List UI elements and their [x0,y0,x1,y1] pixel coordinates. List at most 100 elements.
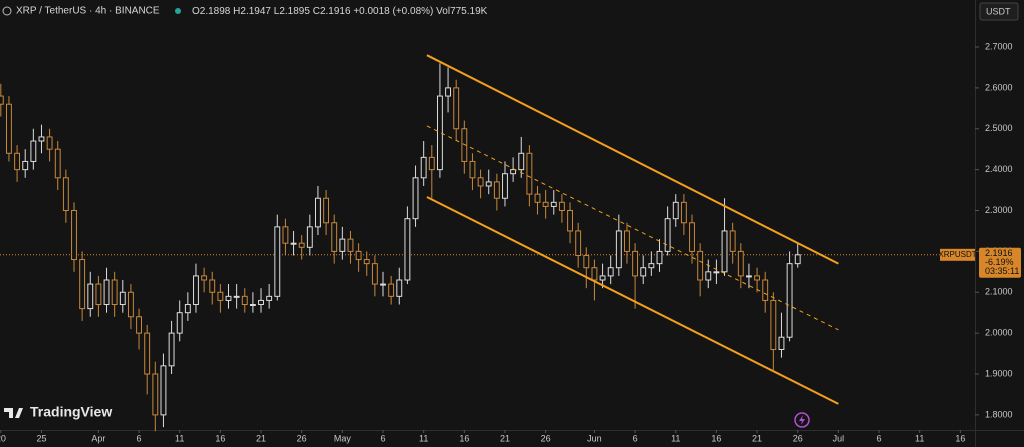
candle-body [54,148,61,179]
symbol-icon [2,6,12,16]
candle-body [542,201,549,207]
x-tick-label: 21 [500,433,510,443]
candle-body [79,259,86,310]
candle-body [282,226,289,244]
candle-body [754,275,761,281]
currency-button[interactable] [979,2,1019,21]
candle-body [526,152,533,195]
candle-body [737,250,744,277]
x-tick-label: Jul [833,433,845,443]
x-tick-label: 6 [877,433,882,443]
candle-body [640,267,647,277]
candle-body [624,230,630,252]
currency[interactable]: USDT [986,6,1011,16]
candle-body [87,283,94,310]
candle-body [184,304,191,314]
close-value: 2.1916 [320,6,351,17]
candle-body [6,103,12,154]
candle-body [550,201,557,207]
candle-body [648,263,655,269]
y-tick-label: 1.9000 [985,368,1013,378]
candle-body [331,222,338,252]
y-tick-label: 2.1000 [985,287,1013,297]
candle-body [713,271,720,274]
candle-body [22,160,29,171]
x-tick-label: 25 [36,433,46,443]
candle-body [62,177,69,212]
alert-icon[interactable] [794,412,810,428]
x-tick-label: Jun [587,433,602,443]
candle-body [46,136,53,150]
change: +0.0018 (+0.08%) [353,6,433,17]
candle-body [127,291,134,318]
close-label: C [313,6,320,17]
y-tick-label: 2.3000 [985,205,1013,215]
candle-body [71,210,77,261]
candle-body [0,95,4,105]
logo-icon [4,408,23,418]
candle-body [656,250,663,265]
candle-body [558,201,565,212]
candle-body [111,279,118,306]
price-tag-price: 2.1916 [985,248,1013,258]
candle-body [428,156,435,171]
candle-body [510,169,517,175]
candle-body [477,177,484,187]
x-tick-label: 26 [297,433,307,443]
candle-body [119,291,126,306]
candle-body [14,152,21,171]
candle-body [680,201,687,224]
candle-body [103,279,110,306]
plot-area [0,54,975,432]
x-tick-label: 20 [0,433,6,443]
candle-body [518,152,525,171]
y-tick-label: 1.8000 [985,409,1013,419]
candle-body [729,230,736,252]
candle-body [786,263,793,338]
low-label: L [274,6,280,17]
candle-body [160,365,167,416]
candle-body [298,242,305,248]
x-tick-label: 11 [175,433,184,443]
candle-body [453,87,460,130]
open-label: O [192,6,200,17]
candle-body [607,267,614,277]
x-tick-label: 16 [215,433,225,443]
y-tick-label: 2.5000 [985,123,1013,133]
channel-line [426,54,839,265]
low-value: 2.1895 [279,6,310,17]
candle-body [445,87,452,97]
x-tick-label: 6 [633,433,638,443]
candle-body [404,218,411,281]
candle-body [794,254,801,265]
volume-label: Vol [436,6,450,17]
candle-body [721,230,728,273]
price-tag-bg [979,247,1021,278]
high-value: 2.1947 [240,6,271,17]
candle-body [412,177,419,220]
candle-body [152,373,159,416]
candle-body [762,279,769,301]
x-tick-label: 16 [459,433,469,443]
symbol-tag-bg [940,248,975,261]
y-tick-label: 2.4000 [985,164,1013,174]
candle-body [436,95,443,171]
candle-body [258,299,264,306]
candle-body [705,271,712,281]
candle-body [315,197,321,228]
candle-body [469,160,476,179]
x-tick-label: May [334,433,352,443]
x-tick-label: 11 [671,433,680,443]
candle-body [339,238,346,252]
candle-body [176,312,183,334]
symbol: XRP / TetherUS · 4h · BINANCE [16,6,160,17]
candle-body [485,181,492,187]
candle-body [363,259,370,265]
price-tag-change: -6.19% [985,257,1014,267]
candle-body [461,128,468,162]
candle-body [136,316,142,334]
y-tick-label: 2.7000 [985,41,1013,51]
candle-body [30,140,37,162]
